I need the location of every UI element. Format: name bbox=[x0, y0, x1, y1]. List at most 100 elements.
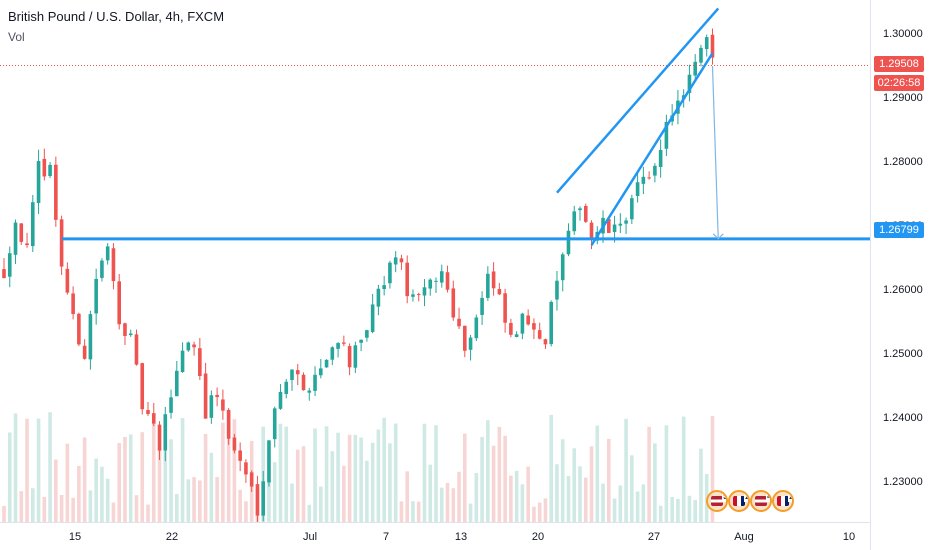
volume-bar bbox=[434, 425, 438, 522]
volume-bar bbox=[267, 455, 271, 522]
volume-bar bbox=[19, 491, 24, 522]
price-scale[interactable] bbox=[870, 0, 932, 550]
volume-bar bbox=[203, 433, 208, 522]
volume-bar bbox=[31, 488, 35, 522]
price-tick-label: 1.30000 bbox=[883, 28, 923, 40]
volume-bar bbox=[313, 428, 317, 522]
candle-body bbox=[497, 289, 502, 295]
volume-bar bbox=[353, 434, 358, 522]
volume-bar bbox=[399, 501, 404, 522]
candle-body bbox=[319, 368, 323, 376]
economic-event-marker[interactable]: 2 bbox=[728, 490, 750, 512]
candle-body bbox=[19, 223, 24, 242]
volume-bar bbox=[336, 432, 340, 522]
candle-body bbox=[566, 230, 571, 255]
price-chart[interactable] bbox=[0, 0, 870, 522]
candle-body bbox=[658, 150, 663, 168]
candle-body bbox=[664, 121, 669, 149]
time-scale-border bbox=[0, 522, 870, 523]
volume-bar bbox=[244, 501, 248, 522]
candle-body bbox=[560, 254, 565, 281]
volume-bar bbox=[491, 445, 496, 522]
candle-body bbox=[301, 374, 306, 391]
economic-event-marker[interactable]: 2 bbox=[772, 490, 794, 512]
volume-bar bbox=[209, 452, 214, 522]
volume-bar bbox=[630, 455, 634, 522]
drawings[interactable] bbox=[0, 7, 870, 246]
volume-bar bbox=[330, 451, 335, 522]
candle-body bbox=[31, 202, 35, 247]
volume-bar bbox=[566, 475, 571, 522]
candle-body bbox=[491, 271, 496, 289]
volume-bar bbox=[359, 437, 363, 522]
candle-body bbox=[117, 281, 121, 325]
wedge-lower-line[interactable] bbox=[590, 52, 714, 246]
last-price-badge: 1.29508 bbox=[874, 56, 924, 72]
candle-body bbox=[157, 424, 162, 451]
volume-bar bbox=[198, 480, 202, 522]
candle-body bbox=[198, 348, 202, 376]
volume-bar bbox=[486, 420, 490, 522]
candle-body bbox=[169, 397, 173, 413]
candle-body bbox=[13, 222, 18, 255]
candle-body bbox=[474, 317, 479, 339]
candle-body bbox=[82, 345, 87, 359]
candle-body bbox=[192, 344, 196, 348]
candle-body bbox=[54, 164, 58, 220]
candle-body bbox=[146, 410, 150, 415]
volume-bar bbox=[664, 425, 669, 522]
candle-body bbox=[105, 246, 110, 261]
volume-indicator-label[interactable]: Vol bbox=[8, 30, 25, 44]
candle-body bbox=[647, 177, 651, 179]
volume-bar bbox=[658, 505, 663, 522]
candle-body bbox=[7, 253, 12, 277]
volume-bar bbox=[13, 413, 18, 522]
economic-event-marker[interactable]: 4 bbox=[750, 490, 772, 512]
candle-body bbox=[693, 61, 697, 76]
candle-body bbox=[232, 437, 237, 451]
candle-body bbox=[376, 288, 381, 307]
candle-body bbox=[434, 280, 438, 282]
volume-bar bbox=[128, 434, 133, 522]
candle-body bbox=[641, 176, 646, 184]
candle-body bbox=[687, 74, 692, 93]
volume-bar bbox=[514, 470, 519, 522]
volume-bar bbox=[509, 475, 513, 522]
candle-body bbox=[388, 262, 392, 284]
uk-flag-icon bbox=[777, 496, 789, 506]
symbol-title[interactable]: British Pound / U.S. Dollar, 4h, FXCM bbox=[8, 9, 225, 24]
volume-bar bbox=[393, 423, 398, 522]
target-arrow-line[interactable] bbox=[711, 65, 719, 239]
uk-flag-icon bbox=[733, 496, 745, 506]
volume-bar bbox=[411, 501, 415, 522]
time-tick-label: 22 bbox=[165, 531, 179, 543]
candle-body bbox=[203, 373, 208, 419]
candle-body bbox=[347, 346, 352, 368]
candle-body bbox=[94, 278, 98, 314]
candle-body bbox=[486, 273, 490, 298]
volume-bar bbox=[647, 426, 651, 522]
candle-body bbox=[537, 330, 542, 339]
volume-bar bbox=[595, 425, 600, 522]
economic-event-marker[interactable]: 5 bbox=[706, 490, 728, 512]
wedge-upper-line[interactable] bbox=[556, 7, 720, 194]
candle-body bbox=[607, 219, 611, 233]
volume-bar bbox=[226, 422, 231, 522]
volume-bar bbox=[480, 436, 484, 522]
volume-bar bbox=[497, 426, 502, 522]
price-tick-label: 1.26000 bbox=[883, 284, 923, 296]
candle-body bbox=[77, 313, 81, 345]
candle-body bbox=[100, 260, 104, 278]
candle-body bbox=[699, 47, 703, 63]
volume-bar bbox=[232, 419, 237, 522]
candle-body bbox=[630, 198, 634, 220]
time-tick-label: 15 bbox=[68, 531, 82, 543]
candle-body bbox=[422, 287, 427, 296]
candle-body bbox=[405, 262, 409, 297]
price-tick-label: 1.28000 bbox=[883, 156, 923, 168]
candle-body bbox=[583, 205, 588, 222]
candle-body bbox=[111, 248, 116, 282]
volume-bar bbox=[503, 435, 507, 522]
volume-bar bbox=[428, 464, 433, 522]
countdown-badge: 02:26:58 bbox=[874, 75, 924, 91]
